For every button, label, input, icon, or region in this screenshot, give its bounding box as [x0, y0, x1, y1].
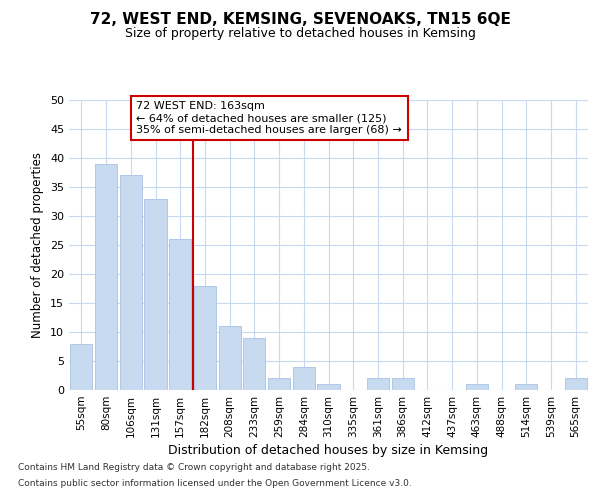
Bar	[515, 384, 538, 390]
Bar	[367, 378, 389, 390]
Bar	[169, 239, 191, 390]
Bar	[218, 326, 241, 390]
Bar	[243, 338, 265, 390]
Text: 72 WEST END: 163sqm
← 64% of detached houses are smaller (125)
35% of semi-detac: 72 WEST END: 163sqm ← 64% of detached ho…	[136, 102, 402, 134]
Bar	[95, 164, 117, 390]
Text: 72, WEST END, KEMSING, SEVENOAKS, TN15 6QE: 72, WEST END, KEMSING, SEVENOAKS, TN15 6…	[89, 12, 511, 28]
Bar	[70, 344, 92, 390]
Bar	[392, 378, 414, 390]
Bar	[466, 384, 488, 390]
Bar	[293, 367, 315, 390]
Y-axis label: Number of detached properties: Number of detached properties	[31, 152, 44, 338]
Bar	[145, 198, 167, 390]
X-axis label: Distribution of detached houses by size in Kemsing: Distribution of detached houses by size …	[169, 444, 488, 457]
Bar	[194, 286, 216, 390]
Bar	[317, 384, 340, 390]
Bar	[565, 378, 587, 390]
Text: Contains HM Land Registry data © Crown copyright and database right 2025.: Contains HM Land Registry data © Crown c…	[18, 464, 370, 472]
Bar	[268, 378, 290, 390]
Text: Contains public sector information licensed under the Open Government Licence v3: Contains public sector information licen…	[18, 478, 412, 488]
Bar	[119, 176, 142, 390]
Text: Size of property relative to detached houses in Kemsing: Size of property relative to detached ho…	[125, 28, 475, 40]
